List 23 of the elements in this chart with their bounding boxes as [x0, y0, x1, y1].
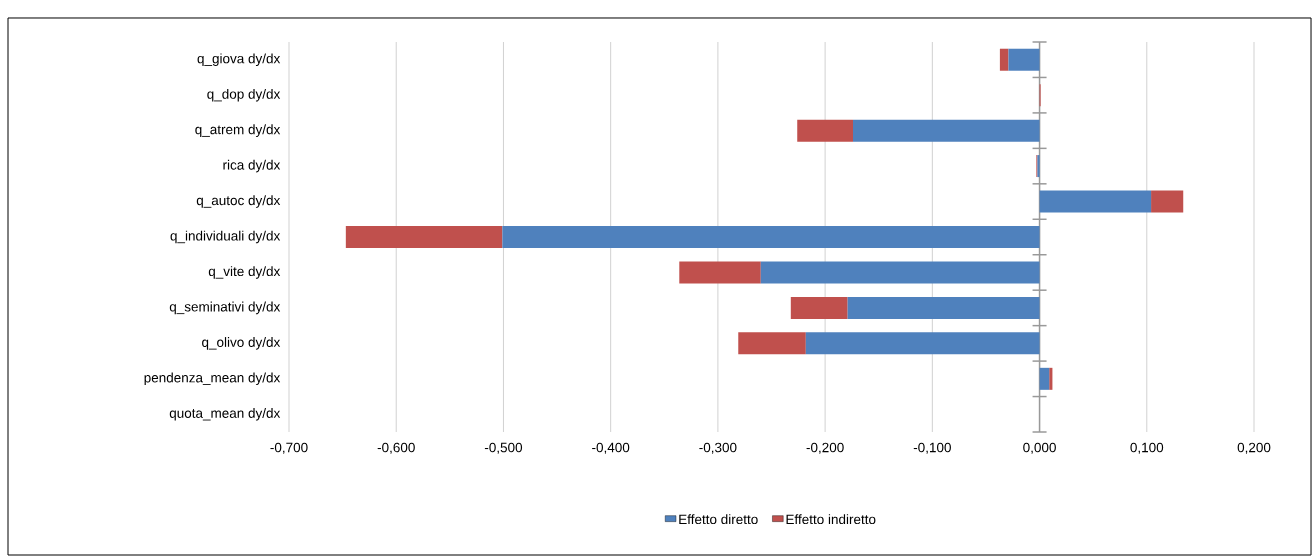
x-tick-label: 0,100 [1130, 442, 1164, 454]
y-tick-label: pendenza_mean dy/dx [144, 372, 281, 386]
y-tick-label: rica dy/dx [223, 159, 281, 173]
y-tick-label: q_individuali dy/dx [170, 230, 281, 244]
x-tick-label: -0,600 [377, 442, 415, 454]
x-tick-label: -0,700 [270, 442, 308, 454]
x-tick-label: 0,000 [1023, 442, 1056, 454]
y-tick-label: q_atrem dy/dx [195, 124, 281, 137]
x-tick-label: 0,200 [1237, 442, 1271, 454]
y-tick-label: q_vite dy/dx [208, 266, 281, 279]
x-tick-label: -0,100 [913, 442, 951, 454]
x-tick-label: -0,300 [699, 442, 737, 454]
y-tick-label: quota_mean dy/dx [169, 407, 281, 421]
y-tick-label: q_olivo dy/dx [202, 337, 281, 350]
y-tick-label: q_autoc dy/dx [196, 195, 281, 208]
x-tick-label: -0,400 [592, 442, 630, 454]
legend-label: Effetto indiretto [786, 514, 876, 525]
y-tick-label: q_giova dy/dx [197, 53, 281, 67]
x-tick-label: -0,500 [484, 442, 523, 454]
y-tick-label: q_dop dy/dx [207, 88, 281, 102]
x-tick-label: -0,200 [806, 442, 844, 454]
y-tick-label: q_seminativi dy/dx [169, 301, 281, 315]
legend-label: Effetto diretto [679, 514, 758, 525]
